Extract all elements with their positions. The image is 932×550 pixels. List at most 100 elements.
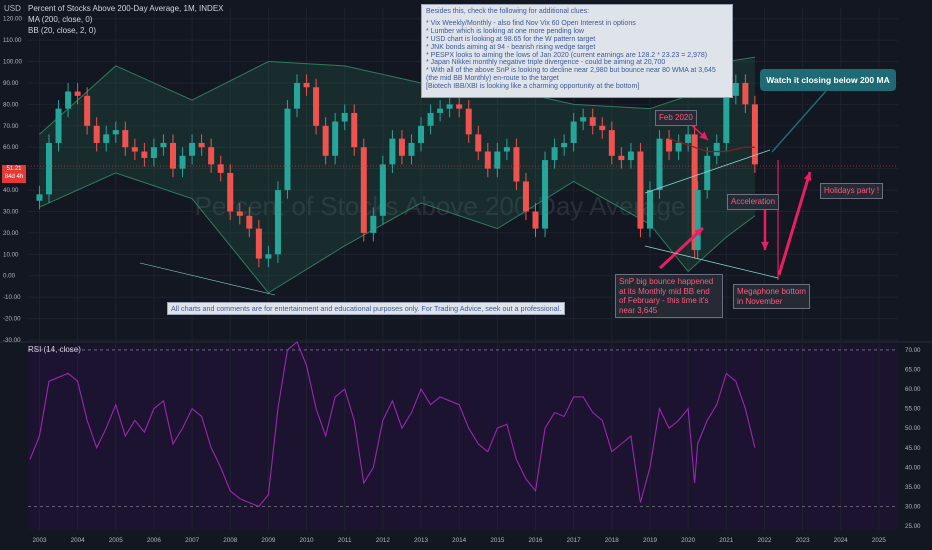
candle-body [437,108,444,113]
x-tick-label: 2022 [757,537,772,544]
candle-body [370,215,377,233]
candle-body [408,142,415,156]
feb-arrow-head [699,131,708,140]
acceleration-note: Acceleration [727,194,780,210]
candle-body [503,147,510,152]
x-tick-label: 2023 [796,537,811,544]
candle-body [494,151,501,169]
candle-body [360,147,367,233]
y-tick-label: 80.00 [3,101,19,108]
candle-body [246,215,253,229]
trend-line [139,262,276,296]
candle-body [341,112,348,122]
candle-body [427,112,434,126]
candle-body [294,82,301,109]
y-tick-label: 110.00 [3,37,22,44]
x-tick-label: 2004 [71,537,86,544]
candle-body [666,138,673,152]
candle-body [255,228,262,259]
candle-body [675,142,682,152]
bb-legend[interactable]: BB (20, close, 2, 0) [28,26,97,35]
x-tick-label: 2009 [261,537,276,544]
holidays-note: Holidays party ! [820,183,884,199]
candle-body [580,117,587,122]
snp-bounce-note: SnP big bounce happened at its Monthly m… [615,274,723,318]
candle-body [751,104,758,165]
candle-body [131,147,138,152]
candle-body [713,142,720,156]
candle-body [608,130,615,156]
rsi-line [29,341,756,508]
snp-bounce-line: at its Monthly mid BB end [619,286,710,296]
clues-line: * USD chart is looking at 98.65 for the … [426,35,596,43]
candle-body [627,151,634,161]
holidays-arrow-head [803,172,812,181]
candle-body [313,87,320,126]
candle-body [418,125,425,143]
megaphone-line: in November [737,296,783,306]
last-price-value: 51.21 [6,166,22,172]
x-tick-label: 2013 [414,537,429,544]
clues-line: * Vix Weekly/Monthly - also find Nov Vix… [426,19,636,27]
candle-body [446,104,453,109]
y-tick-label: 100.00 [3,59,22,66]
snp-bounce-line: of February - this time it's [619,296,709,305]
rsi-panel [28,341,898,508]
bb-fill [39,57,755,293]
clues-heading: Besides this, check the following for ad… [426,8,590,15]
megaphone-note: Megaphone bottom in November [733,284,810,309]
last-price-sub: 84d 4h [4,174,24,180]
candle-body [55,108,62,143]
acceleration-arrow-head [761,241,769,250]
candle-body [112,130,119,135]
clues-line: * JNK bonds aiming at 94 - bearish risin… [426,43,596,51]
candle-body [691,134,698,251]
candle-body [465,108,472,135]
time-axis: 2003 2004 2005 2006 2007 2008 2009 2010 2011 2012… [32,537,886,544]
clues-line: * Lumber which is looking at one more pe… [426,27,584,35]
holidays-arrow [777,171,812,276]
candle-body [599,125,606,131]
candle-body [179,155,186,169]
candle-body [236,211,243,216]
snp-bounce-line: near 3,645 [619,305,658,315]
x-tick-label: 2011 [338,537,352,544]
rsi-panel-bg [28,346,898,530]
rsi-axis: 70.00 65.00 60.00 55.00 50.00 45.00 40.00 35.00… [905,347,921,530]
rsi-tick-label: 55.00 [905,406,921,413]
candle-body [274,190,281,255]
ma-legend[interactable]: MA (200, close, 0) [28,15,93,24]
candle-body [456,104,463,109]
x-tick-label: 2016 [528,537,543,544]
y-tick-label: 90.00 [3,80,19,87]
x-tick-label: 2015 [490,537,505,544]
y-tick-label: -30.00 [3,337,21,344]
candle-body [637,151,644,229]
clues-line: * Japan Nikkei monthly negative triple d… [426,59,666,67]
x-tick-label: 2017 [567,537,582,544]
candle-body [618,155,625,161]
snp-arrow-head [694,228,703,237]
rsi-legend[interactable]: RSI (14, close) [28,345,81,354]
candle-body [265,254,272,259]
candle-body [742,82,749,105]
candle-body [570,121,577,143]
megaphone-line: Megaphone bottom [737,287,806,296]
candle-body [160,142,167,148]
candle-body [217,164,224,173]
x-tick-label: 2019 [643,537,658,544]
x-tick-label: 2003 [32,537,47,544]
x-tick-label: 2012 [376,537,391,544]
x-tick-label: 2007 [185,537,200,544]
x-tick-label: 2010 [300,537,315,544]
clues-line: (the mid BB Monthly) en-route to the tar… [426,75,559,83]
x-tick-label: 2005 [109,537,124,544]
y-tick-label: 20.00 [3,230,19,237]
watch-pointer [771,90,827,153]
chart-title: Percent of Stocks Above 200-Day Average,… [28,4,224,13]
candle-body [513,147,520,182]
candle-body [141,151,148,158]
candle-body [93,125,100,143]
candle-body [45,142,52,195]
y-tick-label: 60.00 [3,144,19,151]
